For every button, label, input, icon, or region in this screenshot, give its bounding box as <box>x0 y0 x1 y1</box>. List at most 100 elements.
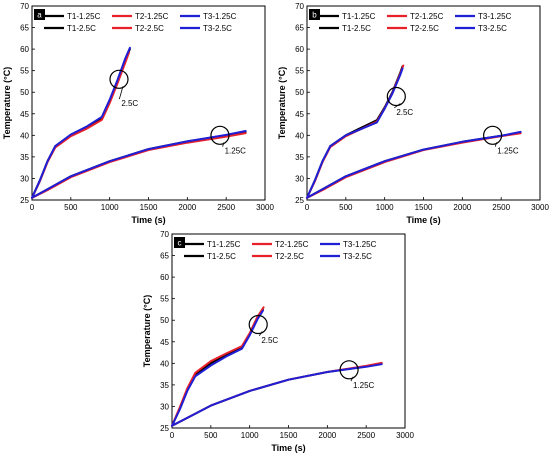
y-tick-label: 55 <box>160 295 169 304</box>
y-tick-label: 50 <box>295 88 304 97</box>
legend-label: T2-1.25C <box>275 240 309 249</box>
annotation-label: 1.25C <box>353 381 375 390</box>
y-tick-label: 65 <box>20 24 29 33</box>
y-tick-label: 35 <box>160 381 169 390</box>
y-tick-label: 45 <box>295 110 304 119</box>
y-tick-label: 25 <box>20 196 29 205</box>
x-tick-label: 500 <box>204 431 218 440</box>
x-axis-label: Time (s) <box>271 443 305 453</box>
legend-label: T1-1.25C <box>67 12 101 21</box>
y-tick-label: 45 <box>20 110 29 119</box>
panel-label: b <box>312 11 317 20</box>
y-tick-label: 65 <box>295 24 304 33</box>
x-tick-label: 2500 <box>357 431 375 440</box>
plot-frame <box>31 5 266 201</box>
annotation-circle <box>109 69 129 89</box>
x-tick-label: 0 <box>170 431 175 440</box>
x-tick-label: 0 <box>30 203 35 212</box>
y-tick-label: 50 <box>160 316 169 325</box>
series-line-t3-25c <box>306 67 404 199</box>
x-tick-label: 2500 <box>492 203 510 212</box>
series-line-t3-25c <box>171 309 264 427</box>
legend-label: T1-2.5C <box>342 24 371 33</box>
annotation-label: 2.5C <box>396 108 413 117</box>
x-tick-label: 1000 <box>241 431 259 440</box>
series-line-t2-25c <box>171 306 265 427</box>
legend-label: T3-1.25C <box>203 12 237 21</box>
x-tick-label: 500 <box>64 203 78 212</box>
legend-label: T2-1.25C <box>410 12 444 21</box>
y-tick-label: 70 <box>160 230 169 239</box>
y-tick-label: 40 <box>295 131 304 140</box>
x-tick-label: 1000 <box>101 203 119 212</box>
annotation-label: 1.25C <box>497 147 519 156</box>
y-tick-label: 55 <box>20 67 29 76</box>
chart-panel-b: 0 500 1000 1500 2000 2500 3000 25 30 35 40 45 50 55 60… <box>277 2 549 225</box>
x-tick-label: 3000 <box>396 431 414 440</box>
y-tick-label: 40 <box>20 131 29 140</box>
annotation-leader <box>394 103 401 109</box>
y-tick-label: 35 <box>20 153 29 162</box>
series-line-t3-125c <box>306 130 522 199</box>
y-tick-label: 40 <box>160 359 169 368</box>
y-tick-label: 45 <box>160 338 169 347</box>
y-axis-label: Temperature (°C) <box>277 67 287 139</box>
series-line-t3-125c <box>171 363 383 427</box>
annotation-circle <box>210 125 230 145</box>
series-line-t1-125c <box>171 362 383 427</box>
y-tick-label: 60 <box>295 45 304 54</box>
series-line-t2-25c <box>31 51 131 199</box>
legend-label: T1-2.5C <box>67 24 96 33</box>
y-tick-label: 30 <box>20 174 29 183</box>
legend-label: T2-2.5C <box>135 24 164 33</box>
x-tick-label: 2000 <box>178 203 196 212</box>
plot-frame <box>171 233 406 429</box>
plot-frame <box>306 5 541 201</box>
y-tick-label: 60 <box>160 273 169 282</box>
y-tick-label: 70 <box>295 2 304 11</box>
y-tick-label: 25 <box>160 424 169 433</box>
x-tick-label: 1500 <box>140 203 158 212</box>
annotation-label: 1.25C <box>225 147 247 156</box>
annotation-leader <box>350 376 354 382</box>
series-line-t3-25c <box>31 46 131 199</box>
x-tick-label: 2500 <box>217 203 235 212</box>
x-tick-label: 2000 <box>453 203 471 212</box>
panel-label-box <box>309 9 320 20</box>
series-line-t3-125c <box>31 130 247 199</box>
legend-label: T1-1.25C <box>207 240 241 249</box>
y-axis-label: Temperature (°C) <box>2 67 12 139</box>
legend-label: T3-2.5C <box>203 24 232 33</box>
legend-label: T2-2.5C <box>410 24 439 33</box>
panel-label: a <box>37 11 42 20</box>
series-line-t1-125c <box>306 131 522 199</box>
y-tick-label: 25 <box>295 196 304 205</box>
annotation-leader <box>118 86 124 100</box>
x-tick-label: 2000 <box>318 431 336 440</box>
y-tick-label: 55 <box>295 67 304 76</box>
annotation-label: 2.5C <box>261 336 278 345</box>
x-tick-label: 1000 <box>376 203 394 212</box>
y-tick-label: 35 <box>295 153 304 162</box>
legend-label: T3-1.25C <box>343 240 377 249</box>
panel-label: c <box>178 239 182 248</box>
x-tick-label: 3000 <box>531 203 549 212</box>
x-tick-label: 500 <box>339 203 353 212</box>
annotation-circle <box>248 314 268 335</box>
x-axis-label: Time (s) <box>131 215 165 225</box>
legend-label: T2-2.5C <box>275 252 304 261</box>
x-tick-label: 3000 <box>256 203 274 212</box>
y-tick-label: 50 <box>20 88 29 97</box>
x-tick-label: 0 <box>305 203 310 212</box>
annotation-circle <box>483 125 503 145</box>
annotation-circle <box>386 86 406 107</box>
panel-label-box <box>34 9 45 20</box>
series-line-t2-125c <box>31 132 247 199</box>
chart-panel-c: 0 500 1000 1500 2000 2500 3000 25 30 35 40 45 50 55 60… <box>142 230 414 453</box>
legend-label: T1-1.25C <box>342 12 376 21</box>
annotation-circle <box>339 360 359 380</box>
x-axis-label: Time (s) <box>406 215 440 225</box>
legend-label: T3-2.5C <box>343 252 372 261</box>
legend-label: T1-2.5C <box>207 252 236 261</box>
panel-label-box <box>174 237 185 248</box>
